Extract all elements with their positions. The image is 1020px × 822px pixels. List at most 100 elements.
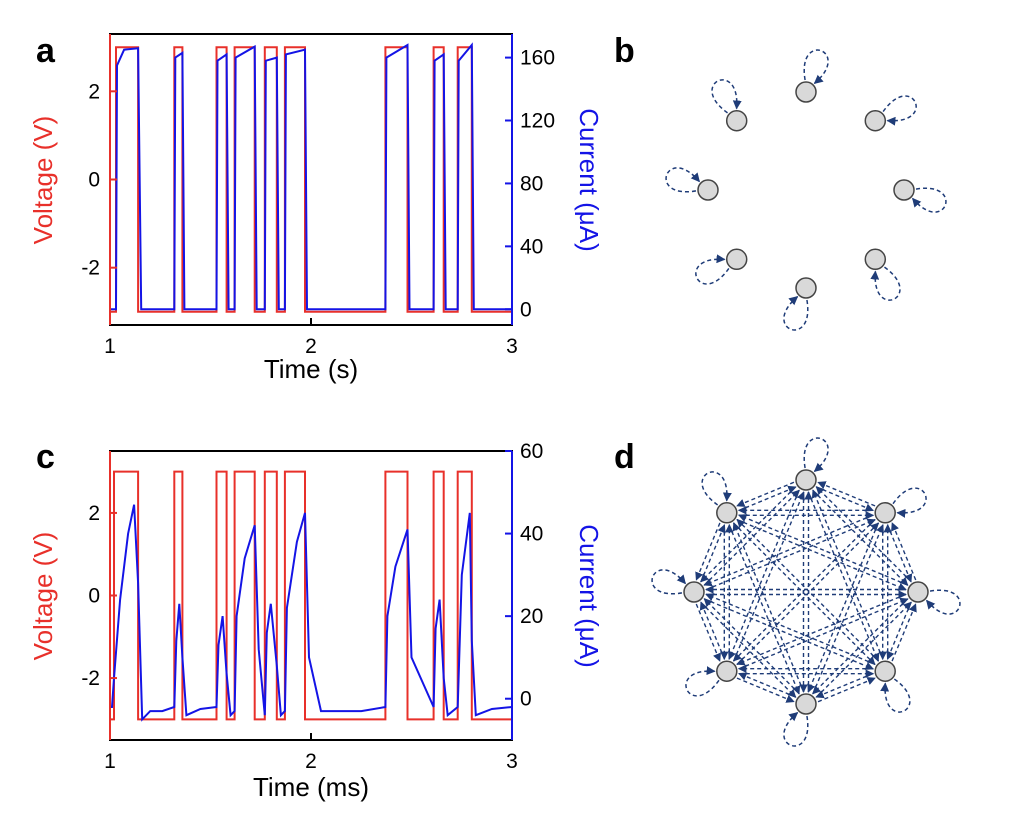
y-right-tick-label: 40 [520, 523, 543, 546]
graph-edge [728, 489, 800, 660]
graph-node [725, 109, 748, 132]
x-tick-label: 3 [506, 335, 518, 358]
y-left-tick-label: 2 [88, 80, 100, 103]
self-loop [695, 254, 730, 285]
graph-edge [891, 522, 917, 581]
y-left-tick-label: -2 [81, 257, 100, 280]
panel-label-d: d [614, 438, 635, 476]
graph-edge [705, 518, 876, 591]
graph-edge [807, 491, 880, 662]
graph-edge [732, 519, 876, 662]
graph-edge [732, 522, 805, 693]
graph-node [725, 248, 748, 271]
graph-edge [736, 522, 880, 665]
chart-a-lines [110, 42, 512, 313]
chart-c-frame [109, 450, 513, 741]
graph-edge [736, 677, 795, 703]
graph-edge [815, 486, 874, 512]
graph-edge [812, 489, 909, 586]
y-right-tick-label: 20 [520, 605, 543, 628]
x-tick-label: 2 [305, 335, 317, 358]
graph-edge [736, 519, 907, 591]
graph-node [795, 81, 817, 103]
graph-edge [733, 522, 876, 666]
self-loop [870, 266, 901, 301]
graph-edge [736, 593, 907, 666]
self-loop [912, 187, 947, 213]
chart-a-ticks: 1 2 3 2 0 -2 160 120 80 40 0 [81, 34, 555, 358]
graph-edge [695, 603, 721, 662]
self-loop [711, 79, 742, 114]
graph-node [716, 660, 738, 682]
chart-a-ylabel-right: Current (μA) [574, 108, 604, 252]
y-right-tick-label: 160 [520, 47, 555, 70]
graph-edge [733, 491, 805, 662]
y-right-tick-label: 0 [520, 688, 532, 711]
y-left-tick-label: 0 [88, 169, 100, 192]
graph-edge [886, 601, 912, 660]
graph-node [697, 179, 719, 201]
chart-a-xlabel: Time (s) [264, 354, 358, 384]
self-loop [651, 569, 686, 595]
graph-edge [700, 486, 797, 583]
graph-edge [738, 485, 797, 512]
graph-node [795, 469, 817, 491]
self-loop [665, 167, 700, 193]
graph-edge [695, 522, 721, 581]
graph-edge [815, 486, 912, 583]
graph-edge [700, 524, 726, 583]
graph-edge [700, 601, 797, 698]
x-tick-label: 1 [104, 335, 116, 358]
chart-c-series-current-line [110, 504, 513, 722]
graph-edge [703, 489, 800, 586]
graph-node [683, 581, 705, 603]
panel-label-a: a [36, 32, 56, 70]
graph-node [795, 693, 817, 715]
graph-d [651, 437, 961, 747]
self-loop [783, 712, 809, 747]
graph-node [907, 581, 929, 603]
chart-c-lines [110, 470, 513, 722]
graph-edge [703, 598, 800, 695]
self-loop [685, 666, 720, 697]
graph-edge [738, 597, 909, 670]
graph-node [893, 179, 915, 201]
x-tick-label: 2 [305, 750, 317, 773]
graph-edge [811, 489, 884, 660]
self-loop [926, 589, 961, 615]
graph-node [864, 248, 887, 271]
graph-edge [705, 593, 876, 665]
graph-edge [891, 603, 917, 662]
graph-edge [736, 518, 879, 662]
self-loop [892, 487, 927, 518]
self-loop [783, 296, 809, 331]
panel-label-b: b [614, 32, 635, 70]
y-right-tick-label: 0 [520, 298, 532, 321]
chart-a-series-voltage-line [110, 46, 512, 313]
graph-edge [703, 598, 874, 670]
y-right-tick-label: 60 [520, 440, 543, 463]
graph-edge [699, 601, 726, 660]
y-left-tick-label: 0 [88, 585, 100, 608]
graph-edge [817, 481, 876, 507]
y-right-tick-label: 40 [520, 235, 543, 258]
graph-edge [736, 481, 795, 507]
graph-edge [738, 514, 909, 586]
graph-edge [817, 677, 876, 703]
graph-edge [812, 598, 909, 695]
graph-edge [812, 524, 884, 695]
graph-node [874, 502, 896, 524]
graph-b [665, 49, 947, 331]
graph-edge [807, 522, 879, 693]
self-loop [803, 49, 829, 84]
chart-c-ylabel-left: Voltage (V) [28, 532, 58, 661]
x-tick-label: 1 [104, 750, 116, 773]
chart-a-frame [109, 33, 513, 326]
graph-node [795, 277, 817, 299]
graph-edge [738, 672, 797, 698]
chart-a-ylabel-left: Voltage (V) [28, 116, 58, 245]
